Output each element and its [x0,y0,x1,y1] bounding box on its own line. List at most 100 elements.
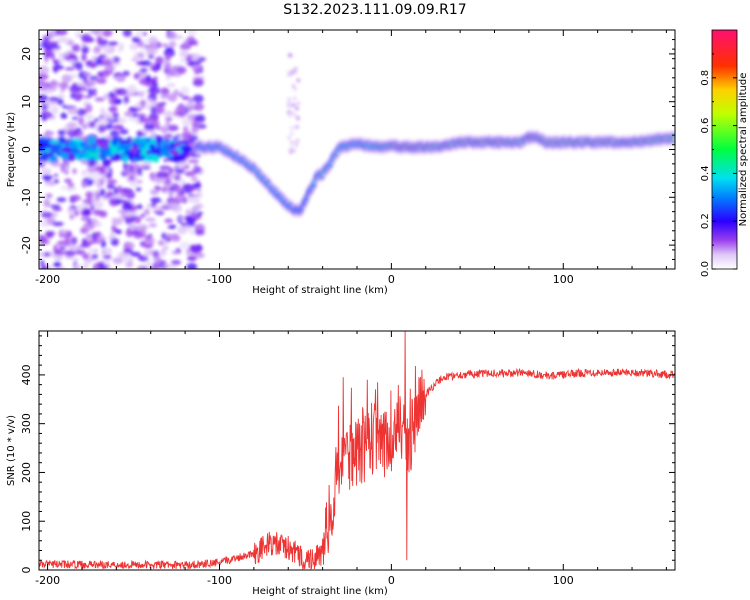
noise-blob [287,98,292,103]
noise-blob [164,53,171,62]
noise-blob [123,95,130,104]
noise-blob [73,261,78,266]
noise-blob [64,249,77,257]
noise-blob [107,266,114,269]
noise-blob [67,107,78,115]
y-tick-label: 100 [20,511,33,532]
noise-blob [81,46,89,54]
noise-blob [45,232,54,239]
noise-blob [124,215,135,225]
noise-blob [115,199,126,203]
noise-blob [83,265,89,269]
noise-blob [103,247,113,255]
noise-blob [160,87,170,96]
noise-blob [40,211,52,219]
noise-blob [171,250,181,255]
noise-blob [140,60,151,66]
noise-blob [72,257,79,262]
band-blob [97,140,110,149]
noise-blob [98,165,107,175]
noise-blob [148,117,156,122]
noise-blob [63,237,71,247]
noise-blob [123,161,128,170]
noise-blob [53,253,63,261]
noise-blob [179,87,189,92]
noise-blob [101,30,113,37]
noise-blob [290,125,295,130]
colorbar-tick-label: 0.0 [700,261,711,277]
noise-blob [296,116,301,121]
noise-blob [69,74,78,78]
noise-blob [108,91,115,98]
noise-blob [136,204,143,210]
noise-blob [109,198,118,207]
noise-blob [68,59,77,65]
noise-blob [94,201,104,210]
band-blob [134,153,141,159]
noise-blob [52,263,63,267]
noise-blob [39,236,48,244]
x-tick-label: 0 [388,273,395,286]
noise-blob [41,38,51,47]
noise-blob [129,43,139,51]
noise-blob [169,224,177,229]
colorbar-tick-label: 0.2 [700,213,711,229]
noise-blob [81,238,88,247]
noise-blob [86,171,98,180]
band-blob [40,153,48,163]
noise-blob [107,107,118,111]
band-blob [51,145,63,151]
noise-blob [39,41,42,46]
noise-blob [148,36,158,45]
noise-blob [138,223,148,229]
noise-blob [125,228,134,238]
noise-blob [153,65,158,73]
noise-blob [113,186,118,196]
noise-blob [81,123,88,130]
noise-blob [193,102,205,112]
y-tick-label: 20 [20,47,33,61]
noise-blob [194,68,201,75]
noise-blob [158,207,164,211]
noise-blob [53,250,66,256]
noise-blob [134,37,140,42]
noise-blob [112,218,123,226]
band-blob [128,152,134,161]
noise-blob [148,86,161,95]
noise-blob [115,256,120,266]
noise-blob [292,113,297,118]
noise-blob [58,52,70,57]
band-blob [151,144,156,152]
noise-blob [168,167,175,174]
colorbar-gradient [711,29,738,270]
noise-blob [291,84,296,89]
noise-blob [188,229,196,235]
band-blob [39,141,46,152]
noise-blob [39,94,49,103]
noise-blob [287,135,292,140]
noise-blob [83,259,92,265]
noise-blob [192,94,204,103]
noise-blob [287,70,292,75]
noise-blob [130,107,142,111]
noise-blob [83,71,92,77]
noise-blob [109,130,120,138]
noise-blob [194,206,199,215]
spectrogram-y-axis-label: Frequency (Hz) [6,112,17,188]
noise-blob [43,52,52,58]
noise-blob [82,209,91,217]
noise-blob [57,129,66,137]
noise-blob [163,158,168,163]
noise-blob [47,181,56,187]
noise-blob [135,186,142,192]
noise-blob [117,88,128,96]
noise-blob [57,240,65,245]
noise-blob [296,78,301,83]
noise-blob [69,205,78,210]
noise-blob [186,262,198,269]
snr-x-axis-label: Height of straight line (km) [252,586,388,597]
noise-blob [94,45,102,50]
noise-blob [145,74,151,83]
noise-blob [60,88,65,93]
